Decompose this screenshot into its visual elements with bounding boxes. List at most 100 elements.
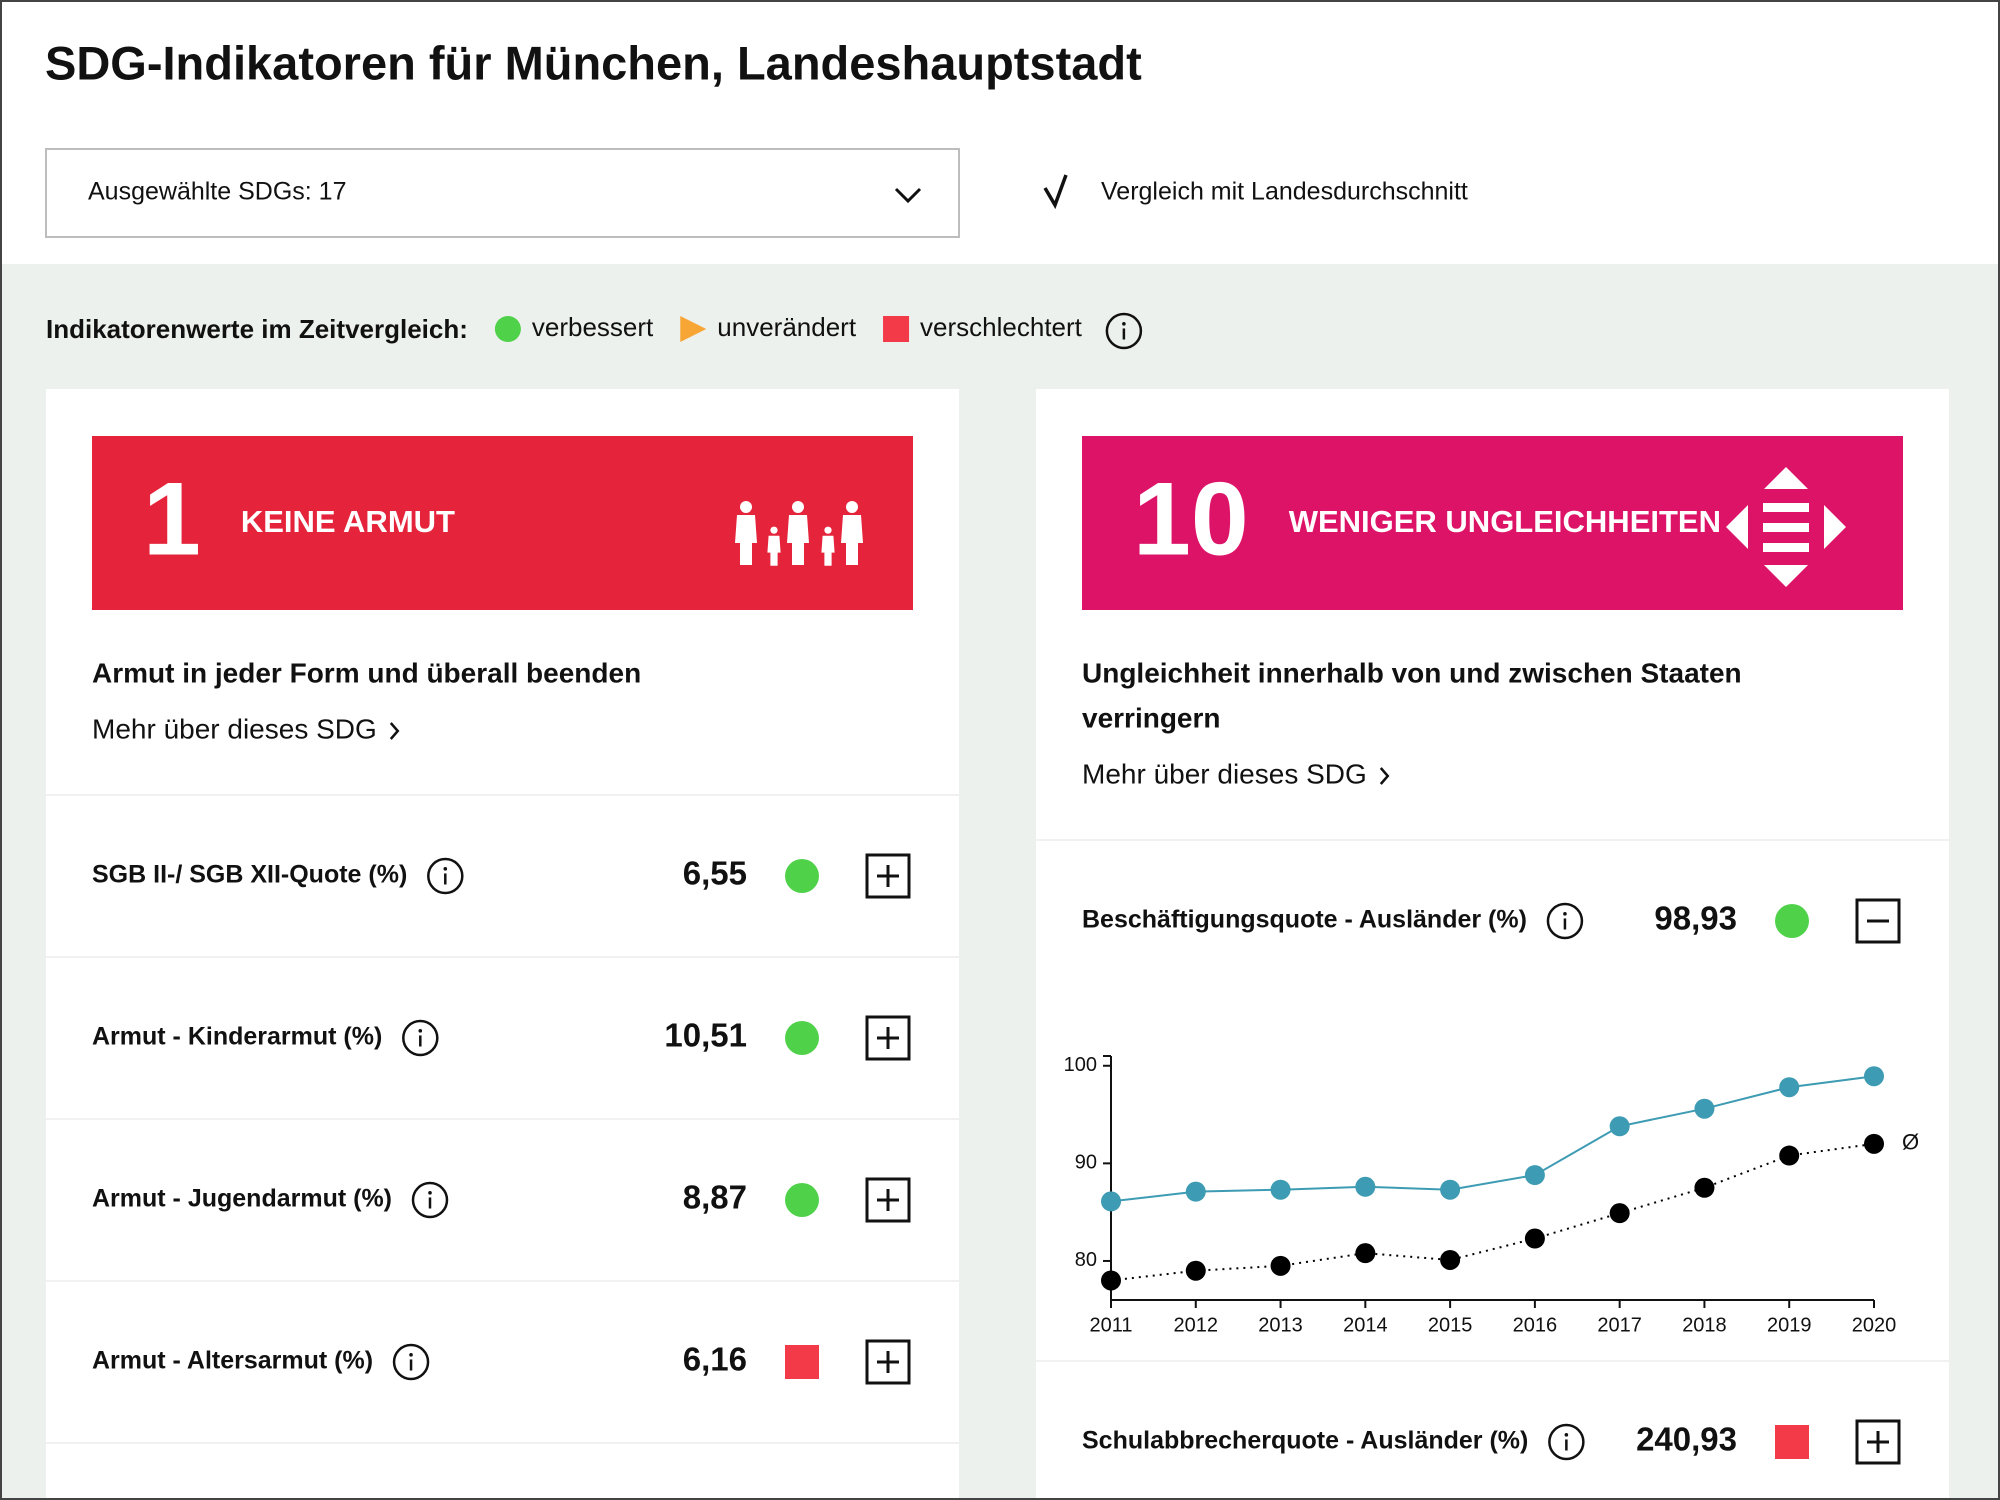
sdg-description: Armut in jeder Form und überall beenden — [92, 657, 641, 688]
sdg-link[interactable]: Mehr über dieses SDG — [1082, 758, 1390, 789]
series-point — [1864, 1133, 1884, 1154]
series-point — [1609, 1203, 1630, 1224]
sdg-link-label: Mehr über dieses SDG — [1082, 758, 1367, 789]
line-chart: 80 90 100 2011 2012 2013 2014 2015 2016 2017 2018 2… — [1064, 1054, 1920, 1336]
expand-button[interactable] — [1855, 1419, 1901, 1465]
sdg-link[interactable]: Mehr über dieses SDG — [92, 713, 400, 744]
sdg-banner — [92, 436, 913, 610]
button-box — [865, 853, 911, 899]
indicator-value: 6,55 — [683, 855, 747, 892]
icon-arrow — [1764, 467, 1808, 489]
info-button[interactable] — [411, 1181, 449, 1219]
info-circle — [1546, 902, 1584, 940]
button-box — [865, 1015, 911, 1061]
info-button[interactable] — [402, 1019, 439, 1057]
indicator-name: Armut - Jugendarmut (%) — [92, 1185, 392, 1213]
indicator-name: SGB II-/ SGB XII-Quote (%) — [92, 861, 407, 889]
status-square — [785, 1345, 819, 1379]
series-end-label: Ø — [1902, 1130, 1919, 1155]
legend-item-label: verschlechtert — [920, 312, 1083, 342]
page-title: SDG-Indikatoren für München, Landeshaupt… — [45, 36, 1142, 89]
status-circle — [785, 1021, 819, 1055]
series-point — [1694, 1098, 1715, 1119]
info-circle — [1548, 1423, 1585, 1461]
series-point — [1440, 1249, 1461, 1270]
info-circle — [402, 1019, 439, 1057]
sdg-title: WENIGER UNGLEICHHEITEN — [1289, 504, 1721, 539]
expand-button[interactable] — [865, 1015, 911, 1061]
series-point — [1101, 1191, 1121, 1212]
sdg-card: 1 KEINE ARMUT Armut in jeder Form und über… — [46, 389, 959, 1500]
y-tick-label: 80 — [1075, 1249, 1097, 1271]
indicator-value: 6,16 — [683, 1341, 747, 1378]
series-point — [1270, 1255, 1291, 1276]
legend-item-label: verbessert — [532, 312, 654, 342]
y-tick-label: 100 — [1064, 1054, 1097, 1076]
series-point — [1524, 1228, 1545, 1249]
indicator-name: Armut - Altersarmut (%) — [92, 1347, 373, 1375]
indicator-value: 8,87 — [683, 1179, 747, 1216]
icon-body — [767, 535, 781, 566]
indicator-name: Beschäftigungsquote - Ausländer (%) — [1082, 906, 1527, 934]
sdg-card: 10 WENIGER UNGLEICHHEITEN Ungleichheit inn… — [1036, 389, 1949, 1500]
x-tick-label: 2014 — [1343, 1314, 1388, 1336]
sdg-number: 1 — [143, 461, 201, 577]
icon-arrow — [1726, 505, 1748, 549]
link-chevron — [389, 722, 400, 740]
info-dot — [1563, 912, 1567, 916]
expand-button[interactable] — [865, 1339, 911, 1385]
series-point — [1779, 1145, 1800, 1166]
icon-head — [770, 526, 778, 534]
comparison-label: Vergleich mit Landesdurchschnitt — [1101, 178, 1468, 206]
info-dot — [1564, 1433, 1569, 1437]
info-button[interactable] — [427, 857, 464, 895]
info-button[interactable] — [1548, 1423, 1585, 1461]
info-dot — [1122, 322, 1126, 326]
legend: Indikatorenwerte im Zeitvergleich: verbes… — [46, 312, 1083, 344]
indicator-value: 10,51 — [664, 1017, 747, 1054]
icon-body — [787, 515, 809, 565]
status-circle — [494, 316, 521, 342]
series-point — [1185, 1260, 1206, 1281]
icon-head — [846, 501, 858, 513]
series-point — [1185, 1181, 1206, 1202]
icon-head — [824, 526, 832, 534]
icon-body — [821, 535, 835, 566]
indicator-name: Schulabbrecherquote - Ausländer (%) — [1082, 1427, 1528, 1455]
select-box — [45, 148, 960, 238]
select-chevron — [894, 187, 922, 204]
comparison-toggle[interactable]: Vergleich mit Landesdurchschnitt — [1043, 174, 1468, 210]
status-triangle — [680, 316, 707, 342]
expand-button[interactable] — [865, 853, 911, 899]
info-dot — [409, 1353, 413, 1357]
collapse-button[interactable] — [1855, 898, 1901, 944]
info-button[interactable] — [1546, 902, 1584, 940]
info-circle — [427, 857, 464, 895]
icon-arrow — [1824, 505, 1846, 549]
icon-head — [792, 501, 804, 513]
icon-head — [740, 501, 752, 513]
info-button[interactable] — [392, 1343, 430, 1381]
series-point — [1524, 1165, 1545, 1186]
info-circle — [1105, 312, 1143, 350]
series-point — [1101, 1270, 1121, 1291]
series-line — [1110, 1142, 1875, 1282]
expand-button[interactable] — [865, 1177, 911, 1223]
icon-bar — [1763, 543, 1809, 552]
sdg-title: KEINE ARMUT — [241, 504, 455, 539]
link-chevron — [1379, 767, 1390, 785]
icon-body — [735, 515, 757, 565]
status-square — [1775, 1425, 1809, 1459]
x-tick-label: 2018 — [1682, 1314, 1727, 1336]
info-button[interactable] — [1105, 312, 1143, 350]
info-dot — [418, 1029, 423, 1033]
sdg-description: verringern — [1082, 702, 1221, 733]
legend-item-label: unverändert — [717, 312, 857, 342]
series-point — [1694, 1177, 1715, 1198]
icon-bar — [1763, 503, 1809, 512]
x-tick-label: 2019 — [1767, 1314, 1812, 1336]
sdg-link-label: Mehr über dieses SDG — [92, 713, 377, 744]
sdg-select[interactable]: Ausgewählte SDGs: 17 — [45, 148, 960, 238]
